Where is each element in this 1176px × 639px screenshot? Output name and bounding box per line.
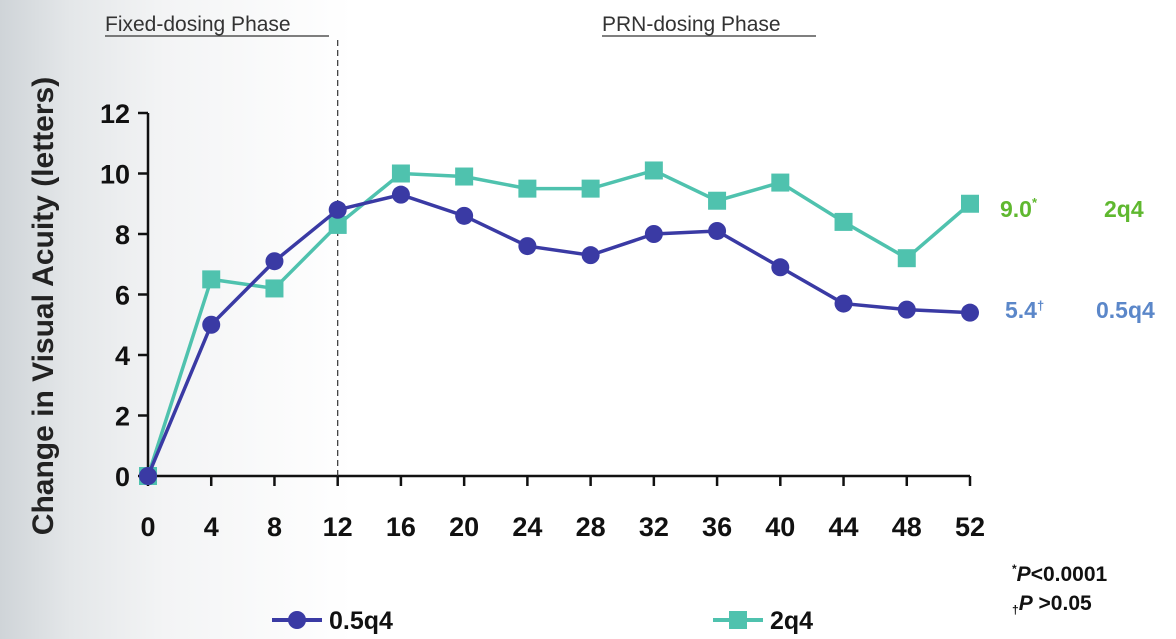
legend-marker-circle <box>288 611 306 629</box>
data-point <box>391 164 410 183</box>
data-point <box>644 225 663 243</box>
end-labels: 9.0* 2q4 5.4† 0.5q4 <box>1000 195 1155 323</box>
y-tick-label: 8 <box>115 220 130 250</box>
x-tick-label: 32 <box>639 512 669 542</box>
y-tick-label: 2 <box>115 402 130 432</box>
data-point <box>265 279 284 298</box>
data-point <box>581 246 600 265</box>
data-point <box>771 173 790 192</box>
data-point <box>834 212 853 231</box>
data-point <box>265 252 284 271</box>
legend-item-2q4: 2q4 <box>713 607 813 635</box>
series-0-5q4 <box>139 185 979 485</box>
footnote-p-05: †P >0.05 <box>1012 592 1092 617</box>
data-point <box>897 249 916 268</box>
data-point <box>961 194 979 213</box>
data-point <box>455 167 474 186</box>
data-point <box>202 315 221 334</box>
end-value-2q4: 9.0* <box>1000 195 1038 222</box>
y-axis-title: Change in Visual Acuity (letters) <box>27 77 60 535</box>
data-point <box>391 185 410 204</box>
legend-label-2q4: 2q4 <box>770 607 813 635</box>
data-point <box>897 300 916 319</box>
footnotes: *P<0.0001 †P >0.05 <box>1012 562 1108 617</box>
x-tick-label: 44 <box>829 512 859 542</box>
data-point <box>644 161 663 180</box>
end-name-0-5q4: 0.5q4 <box>1096 297 1155 323</box>
data-point <box>202 270 221 289</box>
x-tick-label: 28 <box>576 512 606 542</box>
x-tick-label: 36 <box>702 512 732 542</box>
end-name-2q4: 2q4 <box>1104 196 1144 222</box>
phase-label-fixed: Fixed-dosing Phase <box>105 13 291 36</box>
legend: 0.5q4 2q4 <box>272 607 813 635</box>
data-point <box>708 191 727 210</box>
footnote-p-0001: *P<0.0001 <box>1012 562 1108 586</box>
legend-label-0-5q4: 0.5q4 <box>329 607 393 635</box>
x-tick-label: 0 <box>140 512 155 542</box>
y-tick-label: 0 <box>115 462 130 492</box>
data-point <box>834 294 853 313</box>
data-point <box>581 179 600 198</box>
x-tick-label: 12 <box>323 512 353 542</box>
x-tick-label: 8 <box>267 512 282 542</box>
legend-item-0-5q4: 0.5q4 <box>272 607 393 635</box>
series-2q4 <box>139 161 979 485</box>
y-ticks: 0 2 4 6 8 10 12 <box>100 99 148 492</box>
x-tick-label: 20 <box>449 512 479 542</box>
x-tick-label: 40 <box>765 512 795 542</box>
data-point <box>455 206 474 225</box>
y-tick-label: 6 <box>115 281 130 311</box>
data-point <box>708 221 727 240</box>
x-tick-label: 24 <box>512 512 542 542</box>
phase-label-prn: PRN-dosing Phase <box>602 13 781 36</box>
x-tick-label: 48 <box>892 512 922 542</box>
x-tick-label: 52 <box>955 512 985 542</box>
end-value-0-5q4: 5.4† <box>1005 297 1044 323</box>
data-point <box>328 200 347 219</box>
data-point <box>771 258 790 277</box>
data-point <box>961 303 979 322</box>
series-layer <box>139 161 979 485</box>
data-point <box>328 215 347 234</box>
x-tick-label: 4 <box>204 512 219 542</box>
x-tick-label: 16 <box>386 512 416 542</box>
phase-headers: Fixed-dosing Phase PRN-dosing Phase <box>105 13 816 37</box>
y-tick-label: 4 <box>115 341 130 371</box>
y-tick-label: 10 <box>100 160 130 190</box>
x-ticks: 0 4 8 12 16 20 24 28 32 36 40 44 48 52 <box>140 476 985 542</box>
data-point <box>518 237 537 256</box>
data-point <box>139 467 157 485</box>
data-point <box>518 179 537 198</box>
y-tick-label: 12 <box>100 99 130 129</box>
series-line <box>146 168 972 477</box>
series-line <box>146 192 971 477</box>
legend-marker-square <box>729 611 747 629</box>
